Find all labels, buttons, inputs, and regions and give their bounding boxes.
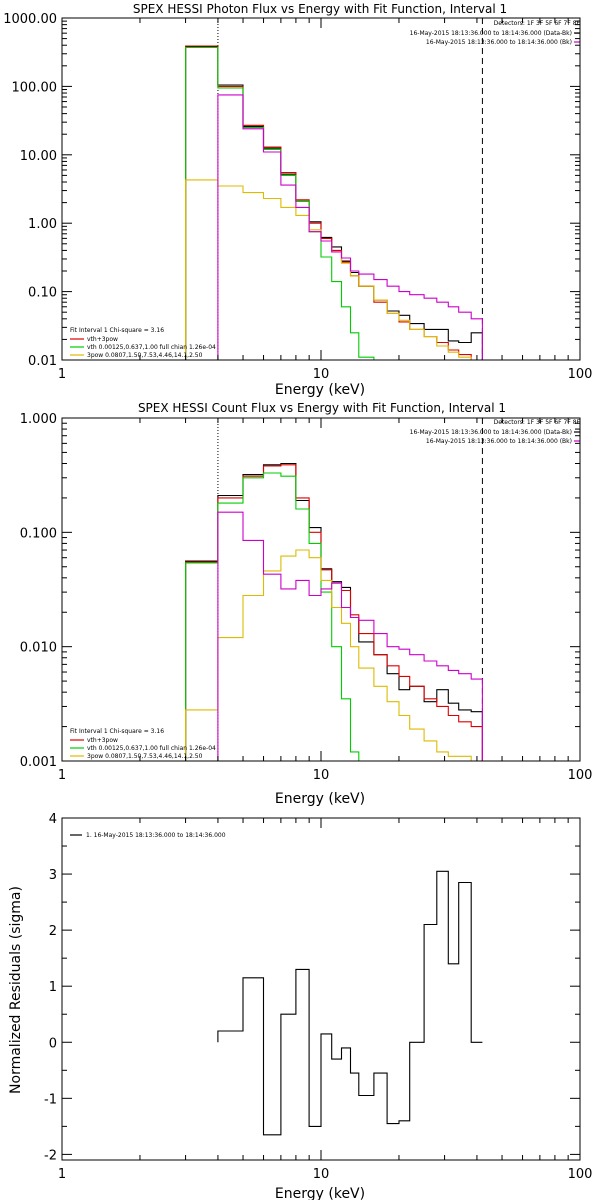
panel3-ylabel: Normalized Residuals (sigma) xyxy=(8,886,24,1094)
series-line-1 xyxy=(217,870,483,1136)
y-tick-label: 1 xyxy=(49,980,57,995)
panel1-title: SPEX HESSI Photon Flux vs Energy with Fi… xyxy=(133,2,507,16)
series-line-3 xyxy=(185,472,360,761)
y-tick-label: 3 xyxy=(49,868,57,883)
panel-count-flux: SPEX HESSI Count Flux vs Energy with Fit… xyxy=(20,401,593,807)
x-tick-label: 100 xyxy=(568,768,593,783)
series-line-2 xyxy=(185,45,483,360)
series-line-1 xyxy=(185,462,483,761)
y-tick-label: 1.00 xyxy=(28,217,57,232)
y-tick-label: 0.100 xyxy=(20,526,57,541)
panel2-header-line1: Detectors: 1F 3F 5F 6F 7F 8F xyxy=(494,419,581,426)
panel1-header-line3: 16-May-2015 18:13:36.000 to 18:14:36.000… xyxy=(426,39,572,46)
series-line-2 xyxy=(185,464,483,761)
x-tick-label: 1 xyxy=(58,367,66,382)
x-tick-label: 100 xyxy=(568,367,593,382)
panel1-legend-vth: vth 0.00125,0.637,1.00 full chian 1.26e-… xyxy=(87,344,216,351)
panel1-legend-3pow: 3pow 0.0807,1.50,7.53,4.46,14.1,2.50 xyxy=(87,352,203,359)
y-tick-label: 0.10 xyxy=(28,286,57,301)
series-line-3 xyxy=(185,46,375,360)
panel-residuals: 1 10 100 -2 -1 0 1 2 3 4 1. 16-May-2015 18:13:36.… xyxy=(8,812,592,1200)
series-line-5 xyxy=(217,94,483,360)
x-tick-label: 100 xyxy=(568,1167,593,1182)
y-tick-label: 10.00 xyxy=(20,149,57,164)
x-tick-label: 1 xyxy=(58,768,66,783)
panel2-header-line2: 16-May-2015 18:13:36.000 to 18:14:36.000… xyxy=(410,429,572,436)
x-tick-label: 10 xyxy=(313,1167,330,1182)
panel-photon-flux: SPEX HESSI Photon Flux vs Energy with Fi… xyxy=(3,2,593,398)
y-tick-label: 0 xyxy=(49,1036,57,1051)
x-tick-label: 1 xyxy=(58,1167,66,1182)
y-tick-label: -1 xyxy=(44,1092,57,1107)
panel2-title: SPEX HESSI Count Flux vs Energy with Fit… xyxy=(138,401,506,415)
panel2-header-line3: 16-May-2015 18:13:36.000 to 18:14:36.000… xyxy=(426,438,572,445)
y-tick-label: 4 xyxy=(49,812,57,827)
y-tick-label: 1.000 xyxy=(20,412,57,427)
panel1-xlabel: Energy (keV) xyxy=(275,382,365,398)
panel3-legend-entry: 1. 16-May-2015 18:13:36.000 to 18:14:36.… xyxy=(86,832,226,839)
y-tick-label: 0.01 xyxy=(28,354,57,369)
y-tick-label: 0.001 xyxy=(20,755,57,770)
panel1-legend-model: vth+3pow xyxy=(87,336,118,343)
panel2-legend-fit: Fit Interval 1 Chi-square = 3.16 xyxy=(70,728,164,735)
y-tick-label: -2 xyxy=(44,1148,57,1163)
panel2-legend-3pow: 3pow 0.0807,1.50,7.53,4.46,14.1,2.50 xyxy=(87,753,203,760)
panel1-header-line1: Detectors: 1F 3F 5F 6F 7F 8F xyxy=(494,20,581,27)
y-tick-label: 0.010 xyxy=(20,641,57,656)
y-tick-label: 2 xyxy=(49,924,57,939)
panel2-legend-model: vth+3pow xyxy=(87,737,118,744)
x-tick-label: 10 xyxy=(313,768,330,783)
series-line-5 xyxy=(217,511,483,761)
panel1-legend-fit: Fit Interval 1 Chi-square = 3.16 xyxy=(70,327,164,334)
y-tick-label: 100.00 xyxy=(12,80,58,95)
panel1-header-line2: 16-May-2015 18:13:36.000 to 18:14:36.000… xyxy=(410,30,572,37)
panel3-xlabel: Energy (keV) xyxy=(275,1186,365,1200)
x-tick-label: 10 xyxy=(313,367,330,382)
panel1-frame xyxy=(61,17,581,361)
series-line-4 xyxy=(185,549,483,761)
series-line-4 xyxy=(185,179,483,360)
panel2-xlabel: Energy (keV) xyxy=(275,791,365,807)
y-tick-label: 1000.00 xyxy=(3,12,57,27)
panel2-legend-vth: vth 0.00125,0.637,1.00 full chian 1.26e-… xyxy=(87,745,216,752)
